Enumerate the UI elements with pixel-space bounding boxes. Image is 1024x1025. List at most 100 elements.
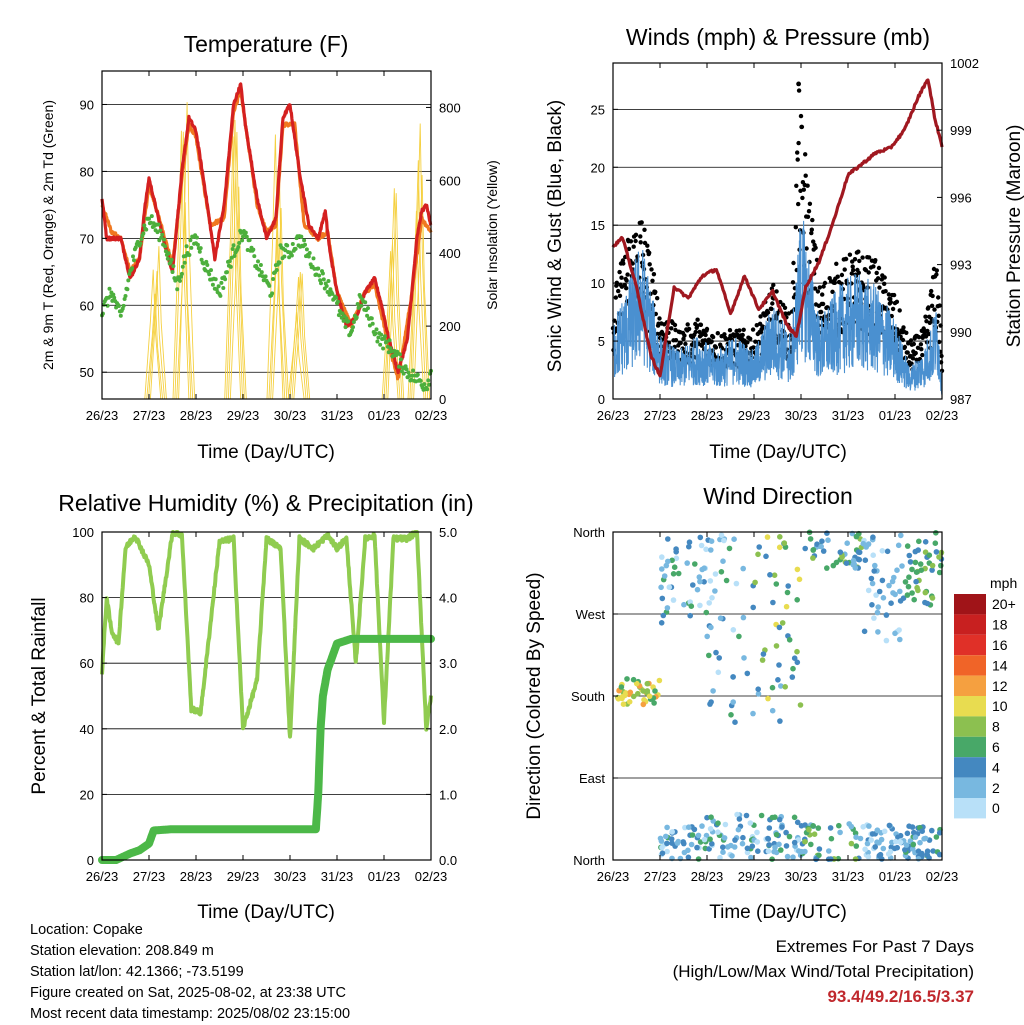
gust-point	[817, 285, 822, 290]
solar-spike	[224, 136, 242, 400]
direction-point	[721, 835, 728, 841]
dewpoint-point	[258, 263, 263, 267]
dewpoint-point	[427, 382, 432, 387]
direction-point	[853, 843, 860, 849]
temp-2m-series-line	[100, 82, 433, 375]
gust-point	[811, 239, 816, 244]
dewpoint-point	[165, 256, 170, 261]
direction-point	[685, 824, 692, 830]
dewpoint-point	[122, 297, 127, 301]
dewpoint-point	[388, 346, 393, 351]
y2-tick-label: 600	[439, 173, 461, 188]
dewpoint-point	[293, 246, 298, 251]
direction-point	[697, 602, 703, 609]
direction-point	[716, 655, 722, 661]
direction-point	[872, 844, 878, 850]
dewpoint-point	[236, 245, 241, 249]
direction-point	[875, 629, 881, 635]
dewpoint-point	[359, 303, 364, 308]
direction-point	[870, 552, 876, 558]
dewpoint-point	[112, 295, 117, 300]
direction-point	[786, 833, 793, 840]
station-latlon: Station lat/lon: 42.1366; -73.5199	[30, 964, 244, 980]
gust-point	[866, 255, 872, 260]
direction-point	[640, 701, 647, 708]
direction-point	[869, 580, 876, 587]
gust-point	[927, 320, 932, 325]
dewpoint-point	[231, 243, 236, 248]
legend-swatch	[954, 736, 986, 758]
y-tick-label: 0	[87, 853, 94, 868]
direction-point	[706, 600, 712, 606]
direction-point	[684, 560, 690, 566]
gust-point	[882, 281, 887, 286]
gust-point	[628, 239, 634, 244]
gust-point	[852, 257, 858, 262]
dewpoint-point	[133, 245, 138, 250]
direction-point	[864, 840, 871, 847]
direction-point	[848, 840, 855, 847]
direction-point	[718, 532, 725, 538]
x-tick-label: 26/23	[597, 408, 630, 423]
direction-point	[871, 615, 877, 621]
direction-point	[708, 699, 714, 705]
direction-point	[922, 539, 929, 545]
x-tick-label: 31/23	[321, 869, 354, 884]
dewpoint-point	[299, 234, 304, 239]
gust-point	[799, 124, 805, 130]
dewpoint-point	[306, 254, 311, 259]
gust-point	[673, 338, 679, 343]
dewpoint-point	[259, 270, 264, 275]
direction-point	[887, 848, 894, 855]
direction-point	[907, 559, 914, 565]
direction-point	[668, 836, 675, 842]
direction-point	[786, 637, 793, 643]
direction-point	[919, 828, 925, 834]
x-tick-label: 27/23	[644, 869, 677, 884]
dewpoint-point	[111, 292, 116, 297]
figure-created: Figure created on Sat, 2025-08-02, at 23…	[30, 985, 346, 1001]
direction-point	[826, 848, 832, 854]
direction-point	[891, 574, 897, 581]
legend-label: 6	[992, 739, 1000, 755]
direction-point	[708, 814, 714, 820]
direction-point	[671, 564, 678, 570]
gust-point	[934, 272, 939, 277]
dewpoint-point	[355, 302, 360, 306]
direction-point	[902, 847, 908, 853]
y-tick-label: North	[573, 853, 605, 868]
direction-point	[922, 549, 929, 555]
solar-spike	[146, 293, 164, 400]
gust-point	[765, 310, 771, 315]
winds-title: Winds (mph) & Pressure (mb)	[626, 24, 930, 50]
direction-point	[791, 655, 798, 661]
dewpoint-point	[125, 287, 130, 292]
dewpoint-point	[221, 286, 226, 290]
direction-point	[869, 602, 875, 608]
dewpoint-point	[321, 277, 326, 282]
gust-point	[741, 327, 746, 332]
direction-point	[721, 537, 727, 544]
direction-point	[827, 825, 834, 831]
gust-point	[800, 195, 805, 201]
dewpoint-point	[252, 254, 257, 259]
gust-max-point	[796, 81, 801, 87]
direction-point	[910, 841, 917, 848]
y-tick-label: 15	[591, 218, 605, 233]
gust-point	[820, 301, 826, 307]
direction-point	[828, 835, 835, 842]
direction-point	[789, 674, 796, 680]
dewpoint-point	[223, 277, 228, 282]
dewpoint-point	[149, 214, 154, 219]
dewpoint-point	[378, 342, 383, 347]
gust-point	[737, 328, 742, 333]
gust-point	[911, 341, 916, 347]
dewpoint-point	[147, 216, 151, 221]
direction-point	[755, 691, 762, 697]
gust-point	[703, 332, 708, 338]
direction-point	[646, 693, 653, 700]
direction-point	[853, 834, 859, 840]
direction-point	[697, 578, 703, 585]
dewpoint-point	[397, 364, 401, 369]
legend-swatch	[954, 716, 986, 737]
